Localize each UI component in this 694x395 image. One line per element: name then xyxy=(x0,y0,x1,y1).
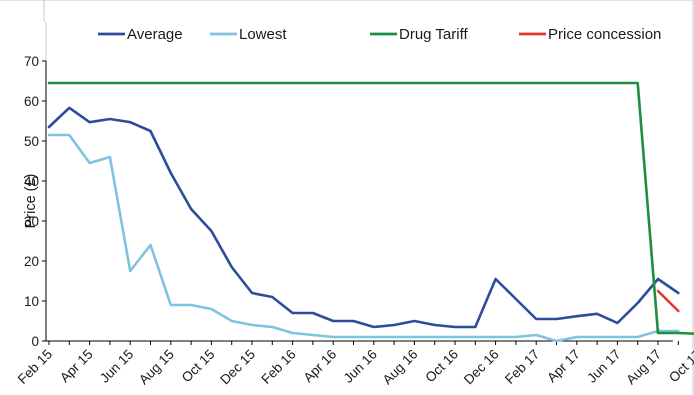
x-tick-label-5: Dec 15 xyxy=(217,347,258,388)
y-tick-label-50: 50 xyxy=(24,134,39,149)
y-tick-label-20: 20 xyxy=(24,254,39,269)
x-tick-label-7: Apr 16 xyxy=(301,347,340,386)
x-tick-label-15: Aug 17 xyxy=(623,347,664,388)
series-line-lowest xyxy=(47,133,680,343)
y-tick-label-10: 10 xyxy=(24,294,39,309)
series-line-average xyxy=(47,106,680,329)
x-tick-label-6: Feb 16 xyxy=(258,347,298,387)
x-tick-label-10: Oct 16 xyxy=(422,347,461,386)
x-tick-label-13: Apr 17 xyxy=(544,347,583,386)
y-axis-label: Price (£) xyxy=(23,174,39,229)
x-tick-label-9: Aug 16 xyxy=(380,347,421,388)
x-tick-label-3: Aug 15 xyxy=(136,347,177,388)
x-tick-label-2: Jun 15 xyxy=(97,347,136,386)
x-tick-label-0: Feb 15 xyxy=(15,347,55,387)
y-tick-label-60: 60 xyxy=(24,94,39,109)
legend-label-drug-tariff: Drug Tariff xyxy=(399,26,468,43)
legend-label-price-concession: Price concession xyxy=(548,26,661,43)
series-line-drug-tariff xyxy=(47,81,694,335)
x-tick-label-12: Feb 17 xyxy=(502,347,542,387)
x-tick-label-1: Apr 15 xyxy=(57,347,96,386)
y-tick-label-40: 40 xyxy=(24,174,39,189)
x-tick-label-14: Jun 17 xyxy=(584,347,623,386)
legend-label-average: Average xyxy=(127,26,183,43)
x-tick-label-8: Jun 16 xyxy=(341,347,380,386)
x-tick-label-16: Oct 17 xyxy=(666,347,694,386)
y-tick-label-30: 30 xyxy=(24,214,39,229)
y-tick-label-0: 0 xyxy=(31,334,39,349)
x-tick-label-4: Oct 15 xyxy=(179,347,218,386)
legend-label-lowest: Lowest xyxy=(239,26,287,43)
x-tick-label-11: Dec 16 xyxy=(461,347,502,388)
series-line-price-concession xyxy=(656,289,680,313)
y-tick-label-70: 70 xyxy=(24,54,39,69)
